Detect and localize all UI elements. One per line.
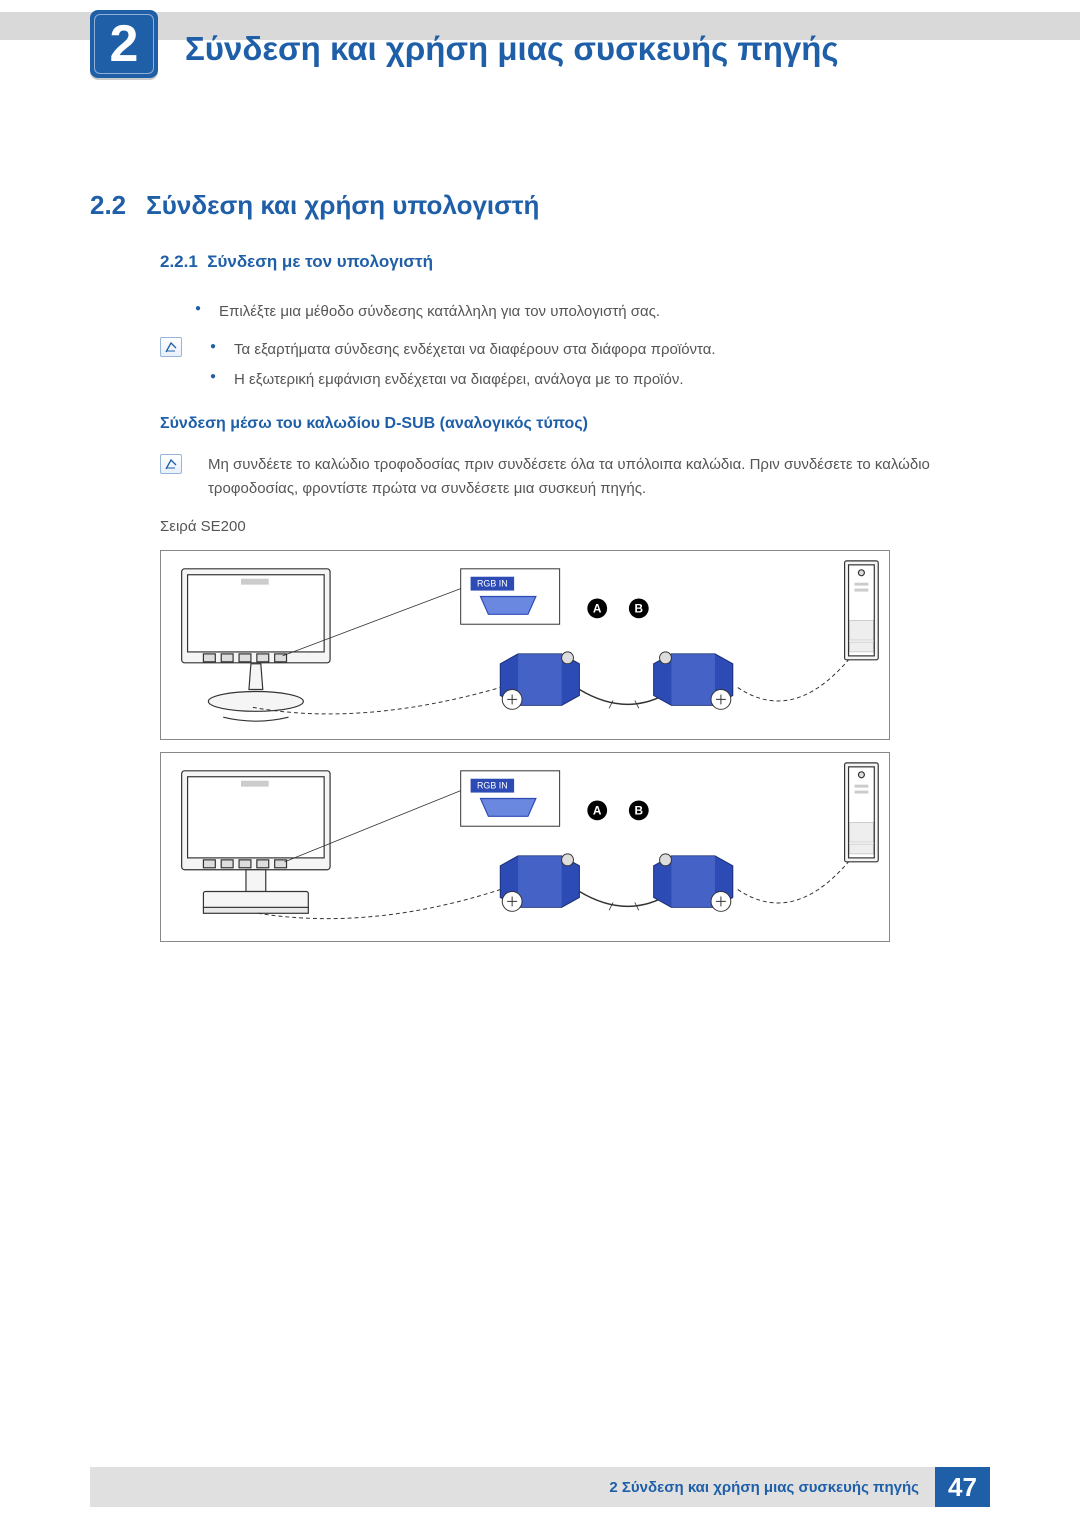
- marker-a: A: [593, 803, 602, 817]
- diagram-svg: RGB IN A B: [161, 551, 889, 739]
- bullet-text: Επιλέξτε μια μέθοδο σύνδεσης κατάλληλη γ…: [219, 300, 660, 324]
- marker-b: B: [635, 601, 644, 615]
- list-item: ● Τα εξαρτήματα σύνδεσης ενδέχεται να δι…: [210, 338, 980, 362]
- subsection-heading: 2.2.1 Σύνδεση με τον υπολογιστή: [160, 252, 433, 272]
- connection-diagram-2: RGB IN A B: [160, 752, 890, 942]
- note-text: Μη συνδέετε το καλώδιο τροφοδοσίας πριν …: [208, 453, 980, 501]
- marker-b: B: [635, 803, 644, 817]
- footer-text: 2 Σύνδεση και χρήση μιας συσκευής πηγής: [90, 1467, 935, 1507]
- bullet-text: Η εξωτερική εμφάνιση ενδέχεται να διαφέρ…: [234, 368, 683, 392]
- dsub-subheading: Σύνδεση μέσω του καλωδίου D-SUB (αναλογι…: [160, 415, 588, 433]
- port-label: RGB IN: [477, 781, 508, 791]
- note-icon: [160, 337, 182, 357]
- list-item: ● Η εξωτερική εμφάνιση ενδέχεται να διαφ…: [210, 368, 980, 392]
- port-label: RGB IN: [477, 579, 508, 589]
- subsection-number: 2.2.1: [160, 252, 198, 271]
- series-label: Σειρά SE200: [160, 518, 246, 535]
- main-bullet-list: ● Επιλέξτε μια μέθοδο σύνδεσης κατάλληλη…: [195, 300, 980, 330]
- diagram-svg: RGB IN A B: [161, 753, 889, 941]
- marker-a: A: [593, 601, 602, 615]
- footer-spacer: [0, 1467, 90, 1507]
- chapter-title: Σύνδεση και χρήση μιας συσκευής πηγής: [185, 30, 839, 68]
- note-icon: [160, 454, 182, 474]
- note-bullet-list: ● Τα εξαρτήματα σύνδεσης ενδέχεται να δι…: [195, 338, 980, 398]
- bullet-icon: ●: [210, 368, 216, 392]
- list-item: ● Επιλέξτε μια μέθοδο σύνδεσης κατάλληλη…: [195, 300, 980, 324]
- page-number: 47: [935, 1467, 990, 1507]
- footer: 2 Σύνδεση και χρήση μιας συσκευής πηγής …: [0, 1467, 1080, 1507]
- connection-diagram-1: RGB IN A B: [160, 550, 890, 740]
- section-heading: 2.2 Σύνδεση και χρήση υπολογιστή: [90, 190, 990, 221]
- bullet-text: Τα εξαρτήματα σύνδεσης ενδέχεται να διαφ…: [234, 338, 716, 362]
- section-title: Σύνδεση και χρήση υπολογιστή: [146, 190, 539, 221]
- chapter-number-badge: 2: [90, 10, 158, 78]
- bullet-icon: ●: [195, 300, 201, 324]
- section-number: 2.2: [90, 190, 126, 221]
- chapter-badge-border: [94, 14, 154, 74]
- subsection-title: Σύνδεση με τον υπολογιστή: [207, 252, 433, 271]
- bullet-icon: ●: [210, 338, 216, 362]
